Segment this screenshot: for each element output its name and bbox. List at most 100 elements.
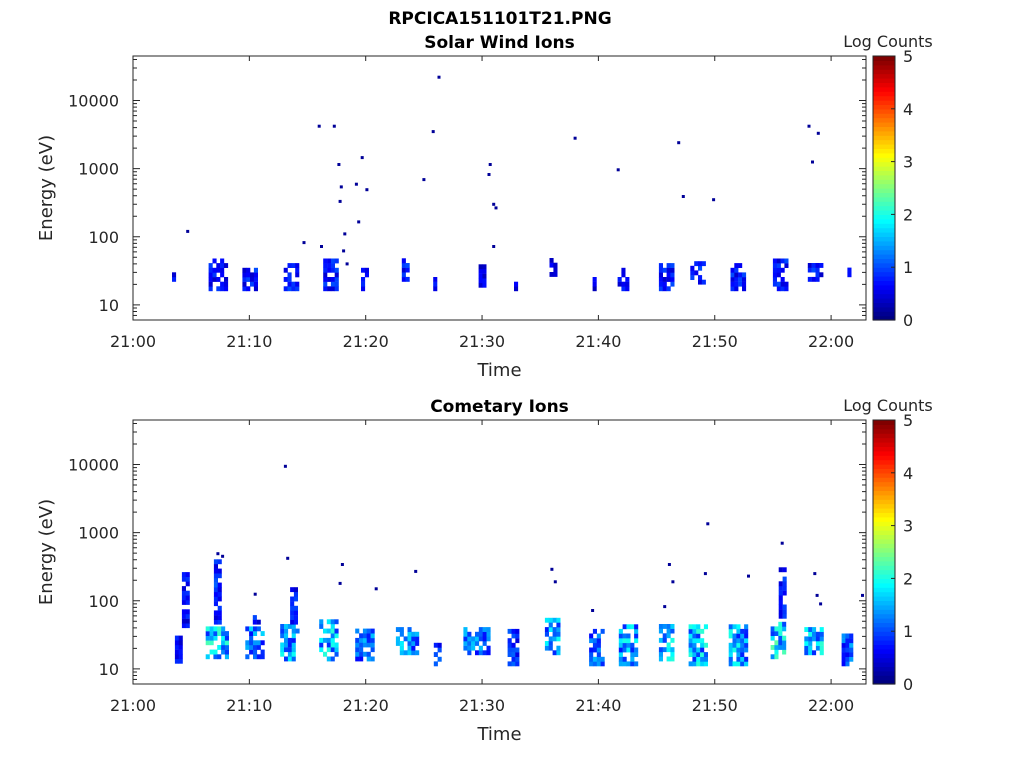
heatmap-cell bbox=[815, 263, 820, 268]
heatmap-cell bbox=[740, 628, 745, 634]
colorbar-strip bbox=[873, 464, 895, 469]
heatmap-cell bbox=[212, 258, 217, 264]
heatmap-cell bbox=[291, 263, 296, 268]
heatmap-cell bbox=[249, 645, 254, 650]
heatmap-cell bbox=[742, 286, 747, 292]
heatmap-cell bbox=[592, 277, 597, 282]
x-tick-label: 21:10 bbox=[226, 696, 272, 715]
heatmap-cell bbox=[662, 624, 667, 629]
sparse-count bbox=[819, 602, 823, 606]
heatmap-cell bbox=[592, 638, 597, 644]
heatmap-cell bbox=[732, 633, 737, 639]
heatmap-cell bbox=[845, 661, 850, 667]
heatmap-cell bbox=[253, 626, 258, 632]
heatmap-cell bbox=[774, 645, 779, 650]
heatmap-cell bbox=[224, 277, 229, 282]
heatmap-cell bbox=[688, 628, 693, 634]
heatmap-cell bbox=[253, 286, 258, 292]
heatmap-cell bbox=[819, 263, 824, 268]
colorbar-strip bbox=[873, 525, 895, 531]
heatmap-cell bbox=[514, 286, 519, 292]
heatmap-cell bbox=[778, 621, 783, 627]
heatmap-cell bbox=[467, 641, 472, 646]
sparse-count bbox=[671, 580, 675, 584]
heatmap-cell bbox=[634, 661, 639, 667]
heatmap-cell bbox=[330, 628, 335, 634]
heatmap-cell bbox=[819, 627, 824, 632]
heatmap-cell bbox=[625, 277, 630, 282]
heatmap-cell bbox=[807, 276, 812, 282]
heatmap-cell bbox=[478, 282, 483, 288]
heatmap-cell bbox=[293, 615, 298, 620]
heatmap-cell bbox=[291, 286, 296, 292]
heatmap-cell bbox=[433, 277, 438, 282]
colorbar-tick-label: 2 bbox=[903, 205, 913, 224]
heatmap-cell bbox=[782, 649, 787, 655]
heatmap-cell bbox=[334, 628, 339, 634]
colorbar-strip bbox=[873, 315, 895, 321]
heatmap-cell bbox=[780, 277, 785, 282]
colorbar-tick-label: 5 bbox=[903, 411, 913, 430]
heatmap-cell bbox=[782, 640, 787, 646]
sparse-count bbox=[342, 249, 346, 253]
heatmap-cell bbox=[399, 631, 404, 637]
heatmap-cell bbox=[596, 633, 601, 639]
heatmap-cell bbox=[252, 619, 257, 625]
heatmap-cell bbox=[213, 610, 218, 616]
heatmap-cell bbox=[245, 640, 250, 646]
heatmap-cell bbox=[784, 258, 789, 264]
heatmap-cell bbox=[295, 281, 300, 287]
heatmap-cell bbox=[819, 641, 824, 646]
colorbar-frame bbox=[872, 419, 896, 685]
heatmap-cell bbox=[280, 642, 285, 648]
heatmap-cell bbox=[284, 633, 289, 639]
heatmap-cell bbox=[463, 627, 468, 632]
axes-frame bbox=[132, 55, 867, 321]
heatmap-cell bbox=[370, 642, 375, 648]
heatmap-cell bbox=[728, 661, 733, 667]
heatmap-cell bbox=[242, 277, 247, 282]
heatmap-cell bbox=[319, 642, 324, 648]
colorbar-strip bbox=[873, 631, 895, 637]
heatmap-cell bbox=[740, 661, 745, 667]
colorbar-strip bbox=[873, 108, 895, 114]
heatmap-cell bbox=[411, 641, 416, 646]
heatmap-cell bbox=[782, 590, 787, 596]
sparse-count bbox=[712, 198, 716, 202]
heatmap-cell bbox=[728, 642, 733, 648]
x-axis-label: Time bbox=[476, 724, 521, 745]
heatmap-cell bbox=[630, 642, 635, 648]
heatmap-cell bbox=[780, 281, 785, 287]
heatmap-cell bbox=[808, 636, 813, 642]
heatmap-cell bbox=[744, 628, 749, 634]
heatmap-cell bbox=[658, 624, 663, 629]
colorbar-strip bbox=[873, 157, 895, 163]
heatmap-cell bbox=[291, 633, 296, 639]
heatmap-cell bbox=[700, 642, 705, 648]
x-tick-label: 21:10 bbox=[226, 332, 272, 351]
colorbar-strip bbox=[873, 188, 895, 193]
heatmap-cell bbox=[778, 609, 783, 615]
heatmap-cell bbox=[260, 654, 265, 660]
heatmap-cell bbox=[819, 650, 824, 656]
heatmap-cell bbox=[217, 582, 222, 588]
heatmap-cell bbox=[415, 641, 420, 646]
heatmap-cell bbox=[181, 576, 186, 582]
heatmap-cell bbox=[174, 654, 179, 660]
heatmap-cell bbox=[815, 636, 820, 642]
heatmap-cell bbox=[841, 652, 846, 657]
heatmap-cell bbox=[242, 281, 247, 287]
heatmap-cell bbox=[696, 633, 701, 639]
sparse-count bbox=[550, 567, 554, 571]
heatmap-cell bbox=[205, 640, 210, 646]
colorbar-strip bbox=[873, 64, 895, 70]
heatmap-cell bbox=[804, 636, 809, 642]
heatmap-cell bbox=[366, 642, 371, 648]
heatmap-cell bbox=[592, 661, 597, 667]
sparse-count bbox=[340, 563, 344, 566]
heatmap-cell bbox=[696, 624, 701, 630]
heatmap-cell bbox=[782, 581, 787, 587]
heatmap-cell bbox=[732, 638, 737, 644]
